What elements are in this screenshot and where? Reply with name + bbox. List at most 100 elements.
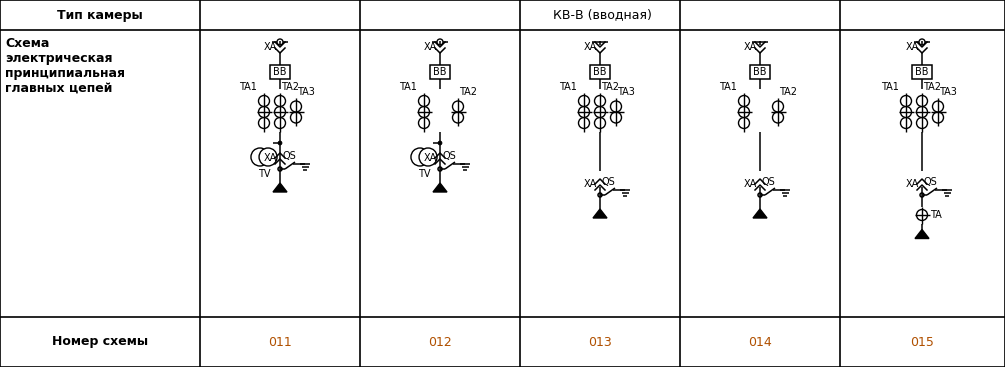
Circle shape: [452, 112, 463, 123]
Circle shape: [418, 117, 429, 128]
Circle shape: [258, 95, 269, 106]
Text: 014: 014: [748, 335, 772, 349]
Text: BB: BB: [433, 67, 447, 77]
Circle shape: [452, 101, 463, 112]
Text: TA1: TA1: [559, 81, 577, 91]
Circle shape: [438, 141, 442, 145]
Text: TA: TA: [931, 210, 943, 220]
Text: XA: XA: [263, 42, 277, 52]
Circle shape: [773, 101, 784, 112]
Text: TA1: TA1: [238, 81, 256, 91]
Circle shape: [610, 112, 621, 123]
Text: TA2: TA2: [779, 87, 797, 97]
Text: 013: 013: [588, 335, 612, 349]
Text: XA: XA: [744, 42, 757, 52]
Circle shape: [579, 95, 590, 106]
Circle shape: [610, 101, 621, 112]
Text: 015: 015: [911, 335, 935, 349]
Circle shape: [419, 148, 437, 166]
Text: XA: XA: [424, 153, 437, 163]
Text: TA2: TA2: [281, 81, 299, 91]
Circle shape: [595, 95, 605, 106]
Text: Тип камеры: Тип камеры: [57, 8, 143, 22]
Circle shape: [251, 148, 269, 166]
Text: TV: TV: [257, 169, 270, 179]
Text: BB: BB: [754, 67, 767, 77]
Text: TA1: TA1: [880, 81, 898, 91]
Circle shape: [418, 106, 429, 117]
Circle shape: [598, 193, 602, 197]
Circle shape: [274, 106, 285, 117]
Bar: [750, 65, 770, 79]
Circle shape: [278, 141, 282, 145]
Text: TA2: TA2: [923, 81, 941, 91]
Circle shape: [278, 167, 282, 171]
Circle shape: [437, 39, 443, 45]
Text: Номер схемы: Номер схемы: [52, 335, 148, 349]
Text: Схема
электрическая
принципиальная
главных цепей: Схема электрическая принципиальная главн…: [5, 37, 125, 95]
Circle shape: [900, 95, 912, 106]
Circle shape: [917, 117, 928, 128]
Text: BB: BB: [593, 67, 607, 77]
Text: XA: XA: [744, 179, 757, 189]
Text: TA2: TA2: [459, 87, 477, 97]
Polygon shape: [915, 229, 929, 239]
Circle shape: [579, 117, 590, 128]
Polygon shape: [273, 183, 287, 192]
Circle shape: [418, 95, 429, 106]
Text: TA1: TA1: [399, 81, 416, 91]
Text: TA2: TA2: [601, 81, 619, 91]
Circle shape: [900, 106, 912, 117]
Polygon shape: [753, 209, 767, 218]
Circle shape: [277, 39, 283, 45]
Bar: [912, 65, 932, 79]
Text: КВ-В (вводная): КВ-В (вводная): [553, 8, 652, 22]
Text: QS: QS: [762, 177, 776, 187]
Text: QS: QS: [924, 177, 938, 187]
Circle shape: [919, 39, 925, 45]
Circle shape: [595, 106, 605, 117]
Circle shape: [595, 117, 605, 128]
Bar: [270, 65, 290, 79]
Text: XA: XA: [906, 42, 919, 52]
Circle shape: [258, 117, 269, 128]
Text: XA: XA: [263, 153, 277, 163]
Circle shape: [274, 95, 285, 106]
Circle shape: [933, 101, 944, 112]
Text: 011: 011: [268, 335, 291, 349]
Text: BB: BB: [916, 67, 929, 77]
Text: 012: 012: [428, 335, 452, 349]
Circle shape: [758, 193, 762, 197]
Circle shape: [739, 95, 750, 106]
Circle shape: [933, 112, 944, 123]
Text: XA: XA: [584, 179, 597, 189]
Text: TA3: TA3: [297, 87, 315, 97]
Text: BB: BB: [273, 67, 286, 77]
Text: QS: QS: [442, 151, 455, 161]
Circle shape: [920, 193, 924, 197]
Circle shape: [739, 106, 750, 117]
Circle shape: [917, 95, 928, 106]
Text: XA: XA: [584, 42, 597, 52]
Circle shape: [259, 148, 277, 166]
Circle shape: [739, 117, 750, 128]
Circle shape: [917, 106, 928, 117]
Text: TA1: TA1: [719, 81, 737, 91]
Text: XA: XA: [906, 179, 919, 189]
Text: QS: QS: [602, 177, 616, 187]
Text: XA: XA: [424, 42, 437, 52]
Text: TA3: TA3: [939, 87, 957, 97]
Circle shape: [258, 106, 269, 117]
Circle shape: [290, 112, 302, 123]
Circle shape: [579, 106, 590, 117]
Bar: [590, 65, 610, 79]
Text: TV: TV: [418, 169, 430, 179]
Circle shape: [900, 117, 912, 128]
Bar: [430, 65, 450, 79]
Circle shape: [290, 101, 302, 112]
Circle shape: [773, 112, 784, 123]
Polygon shape: [593, 209, 607, 218]
Circle shape: [274, 117, 285, 128]
Circle shape: [917, 210, 928, 221]
Text: QS: QS: [282, 151, 295, 161]
